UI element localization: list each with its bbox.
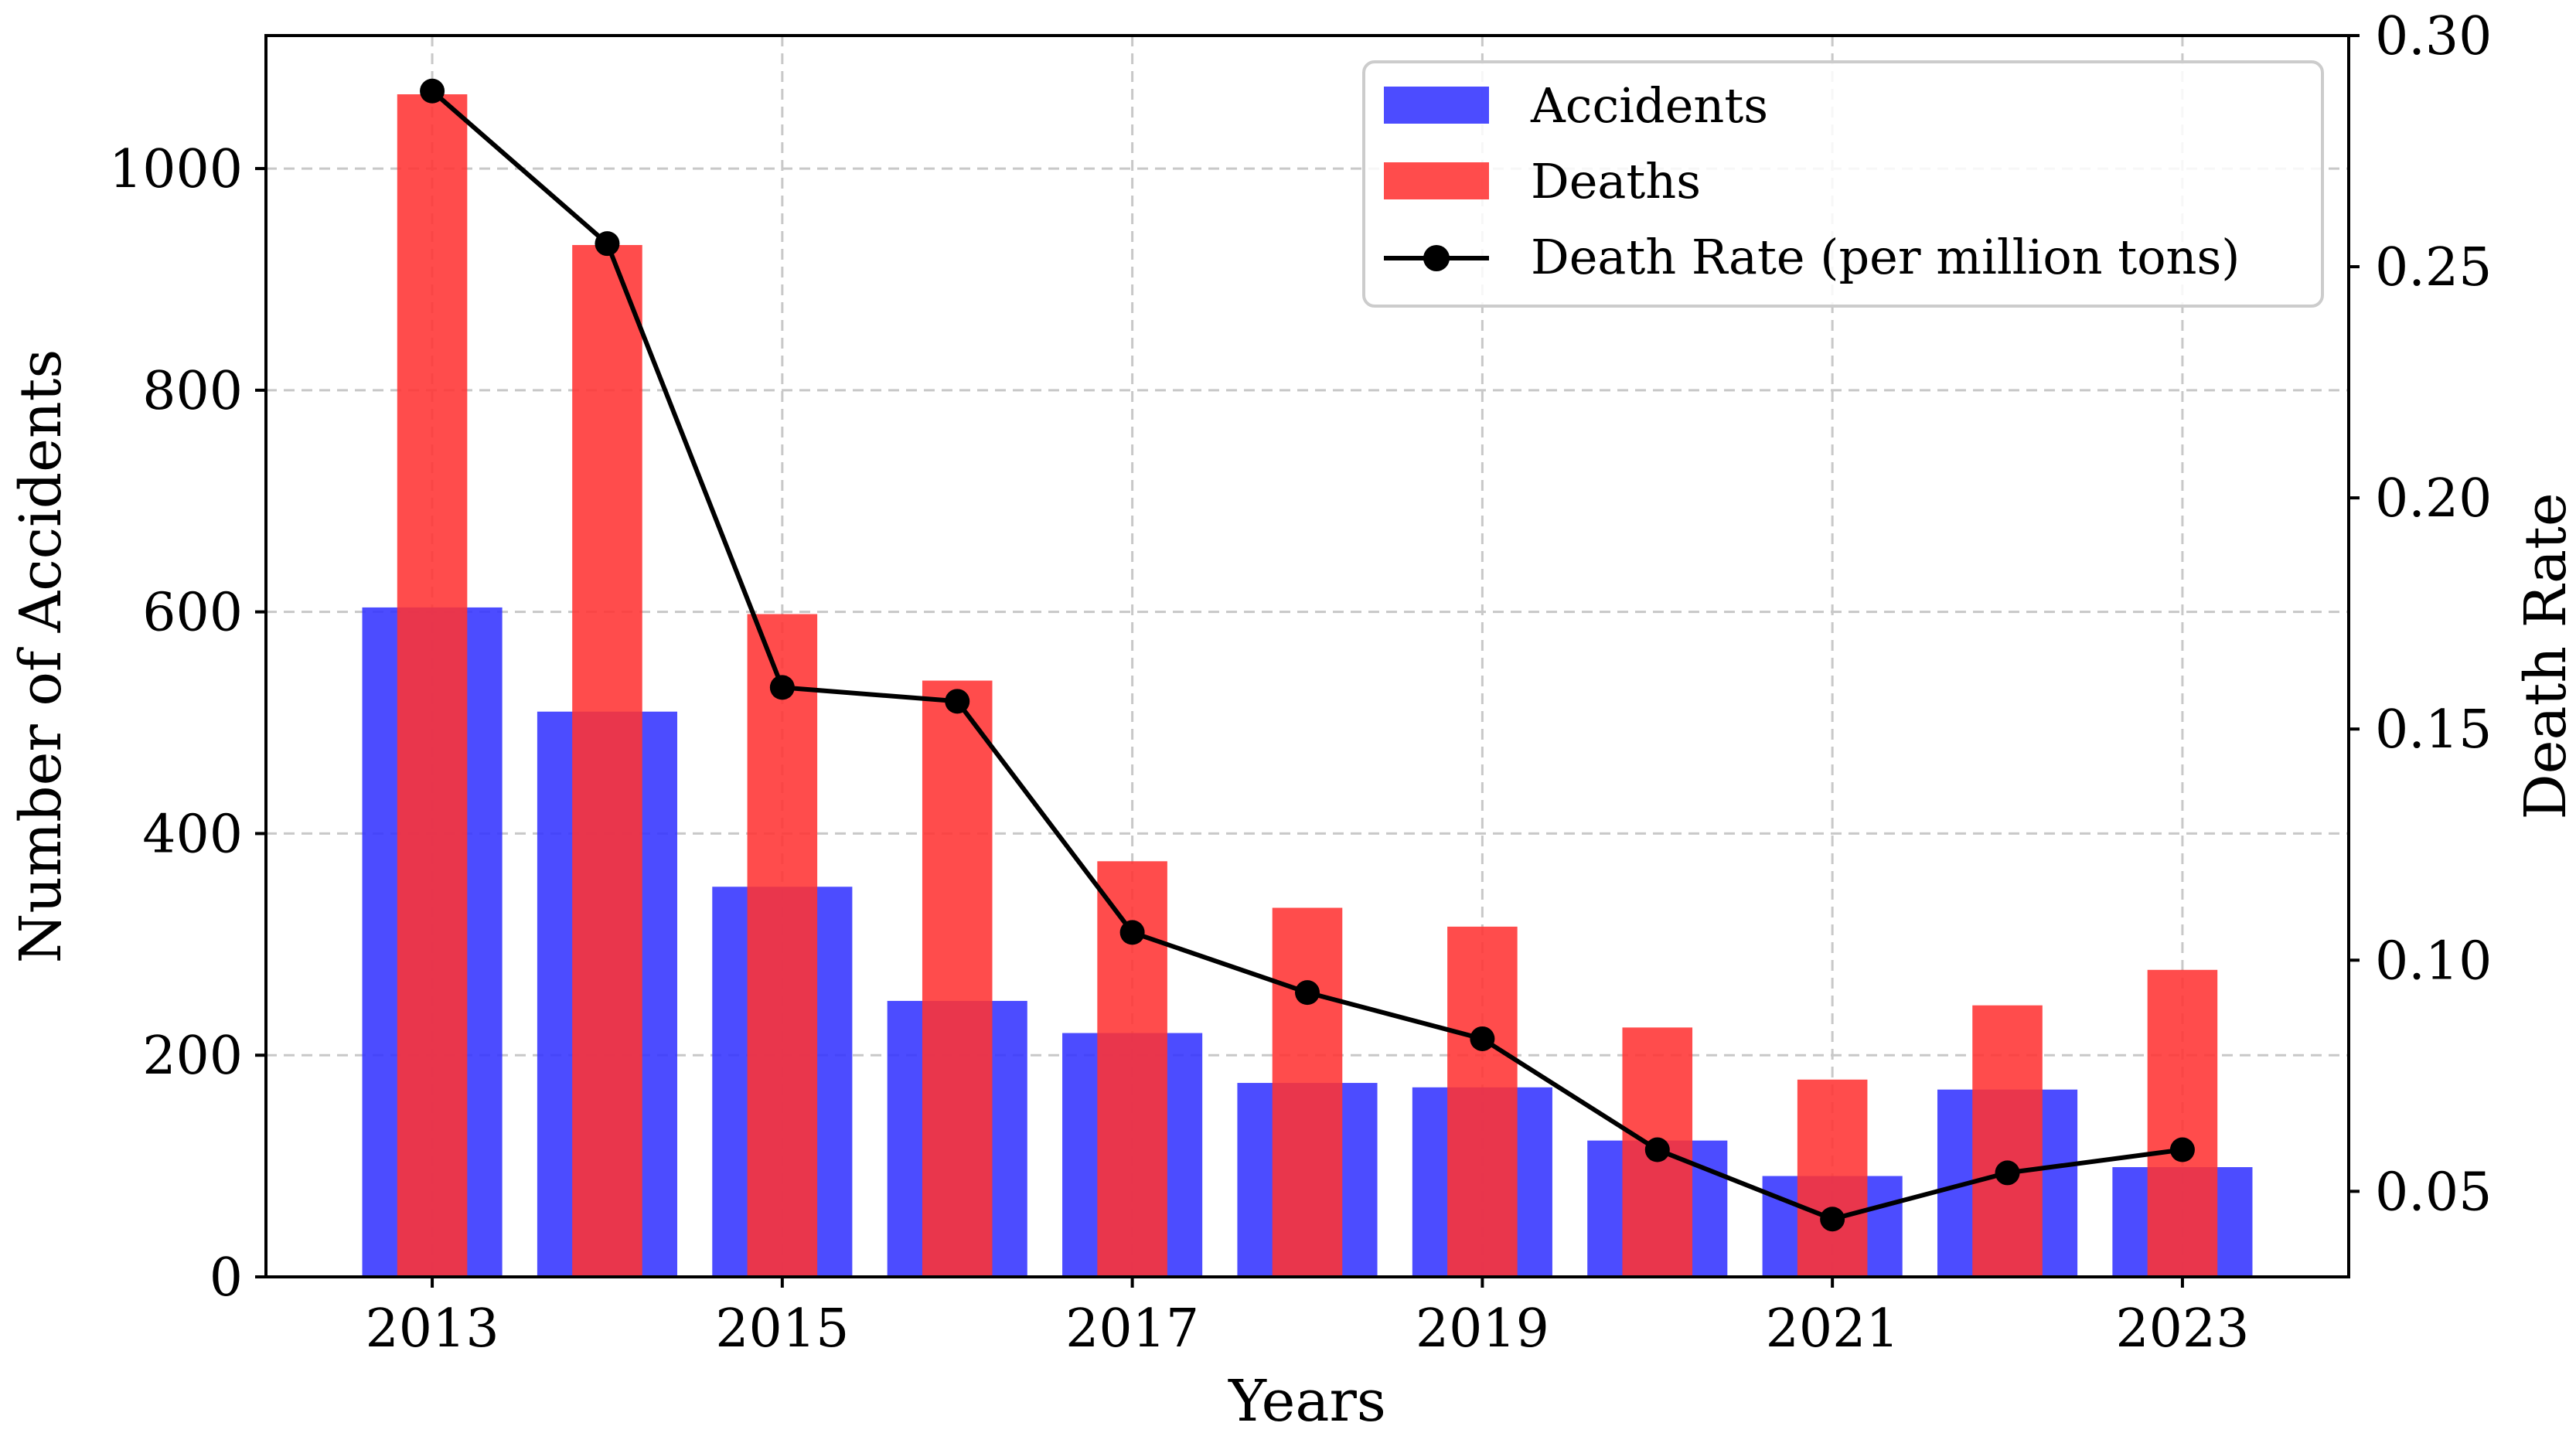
death-rate-point-2013 — [420, 78, 445, 104]
y2-axis-title: Death Rate — [2513, 492, 2576, 819]
death-rate-line — [420, 78, 2195, 1232]
legend-label-death-rate: Death Rate (per million tons) — [1531, 229, 2240, 285]
bar-deaths-2019 — [1447, 926, 1518, 1277]
death-rate-point-2023 — [2169, 1137, 2195, 1162]
death-rate-point-2021 — [1820, 1207, 1845, 1232]
death-rate-point-2014 — [595, 231, 620, 257]
death-rate-point-2022 — [1995, 1160, 2020, 1186]
legend-marker-death-rate — [1423, 245, 1450, 271]
bar-deaths-2022 — [1972, 1005, 2043, 1277]
legend-swatch-deaths — [1384, 162, 1489, 199]
y-axis-left: 0 200 400 600 800 1000 — [109, 139, 266, 1309]
legend-swatch-accidents — [1384, 87, 1489, 124]
y2-tick-label: 0.30 — [2375, 6, 2492, 67]
deaths-bars — [397, 94, 2218, 1278]
y2-tick-label: 0.05 — [2375, 1162, 2492, 1223]
bar-deaths-2021 — [1797, 1079, 1868, 1277]
death-rate-point-2015 — [769, 675, 795, 700]
y-axis-title: Number of Accidents — [8, 349, 74, 964]
y-tick-label: 200 — [142, 1026, 243, 1087]
legend-box — [1362, 60, 2324, 308]
death-rate-point-2018 — [1295, 980, 1320, 1006]
x-axis-title: Years — [1228, 1368, 1386, 1433]
x-tick-label: 2019 — [1416, 1299, 1549, 1360]
y2-tick-label: 0.10 — [2375, 931, 2492, 992]
y2-tick-label: 0.25 — [2375, 237, 2492, 298]
y-tick-label: 0 — [210, 1247, 243, 1309]
legend-label-accidents: Accidents — [1530, 77, 1768, 134]
bar-deaths-2014 — [572, 245, 642, 1278]
y-tick-label: 400 — [142, 804, 243, 865]
y-tick-label: 800 — [142, 361, 243, 422]
bar-deaths-2015 — [747, 614, 818, 1277]
death-rate-point-2017 — [1119, 920, 1145, 945]
plot-frame — [264, 34, 2350, 1278]
bar-deaths-2023 — [2147, 969, 2218, 1277]
bar-deaths-2013 — [397, 94, 468, 1278]
legend-label-deaths: Deaths — [1531, 153, 1701, 209]
y-axis-right: 0.05 0.10 0.15 0.20 0.25 0.30 — [2349, 6, 2492, 1223]
x-axis: 2013 2015 2017 2019 2021 2023 — [366, 1277, 2249, 1360]
legend: Accidents Deaths Death Rate (per million… — [1362, 60, 2324, 308]
y2-tick-label: 0.20 — [2375, 468, 2492, 529]
y2-tick-label: 0.15 — [2375, 699, 2492, 761]
x-tick-label: 2021 — [1766, 1299, 1900, 1360]
death-rate-point-2020 — [1644, 1137, 1670, 1162]
x-tick-label: 2015 — [715, 1299, 849, 1360]
x-tick-label: 2013 — [366, 1299, 499, 1360]
y-tick-label: 1000 — [109, 139, 243, 200]
x-tick-label: 2017 — [1065, 1299, 1199, 1360]
death-rate-point-2016 — [945, 689, 970, 714]
bar-deaths-2018 — [1272, 907, 1343, 1277]
death-rate-point-2019 — [1470, 1026, 1495, 1051]
x-tick-label: 2023 — [2115, 1299, 2249, 1360]
bar-deaths-2016 — [922, 680, 993, 1277]
y-tick-label: 600 — [142, 583, 243, 644]
